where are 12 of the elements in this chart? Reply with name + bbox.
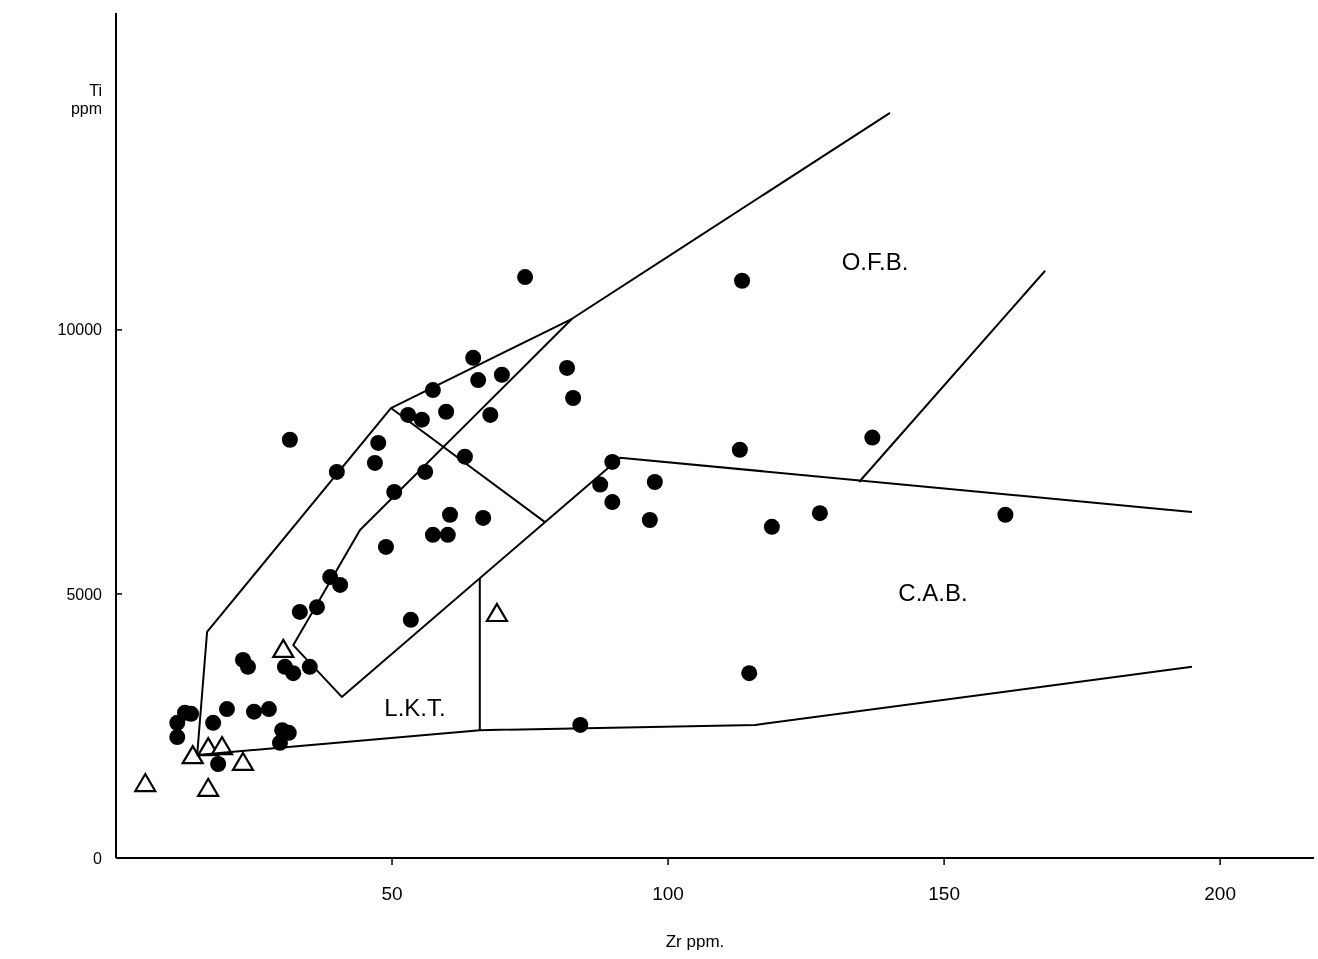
y-tick-label: 10000 [57,321,103,339]
x-tick-label: 200 [1204,883,1236,904]
y-tick-label: 5000 [66,585,103,603]
x-tick-label: 100 [652,883,684,904]
x-tick-label: 150 [928,883,960,904]
annotation: O.F.B. [841,248,909,276]
x-axis-title: Zr ppm. [665,932,725,951]
annotation: L.K.T. [384,694,446,722]
y-axis-title: Ti ppm [70,82,102,117]
x-tick-label: 50 [381,883,403,904]
y-tick-label: 0 [93,849,103,867]
annotation: C.A.B. [898,579,968,607]
